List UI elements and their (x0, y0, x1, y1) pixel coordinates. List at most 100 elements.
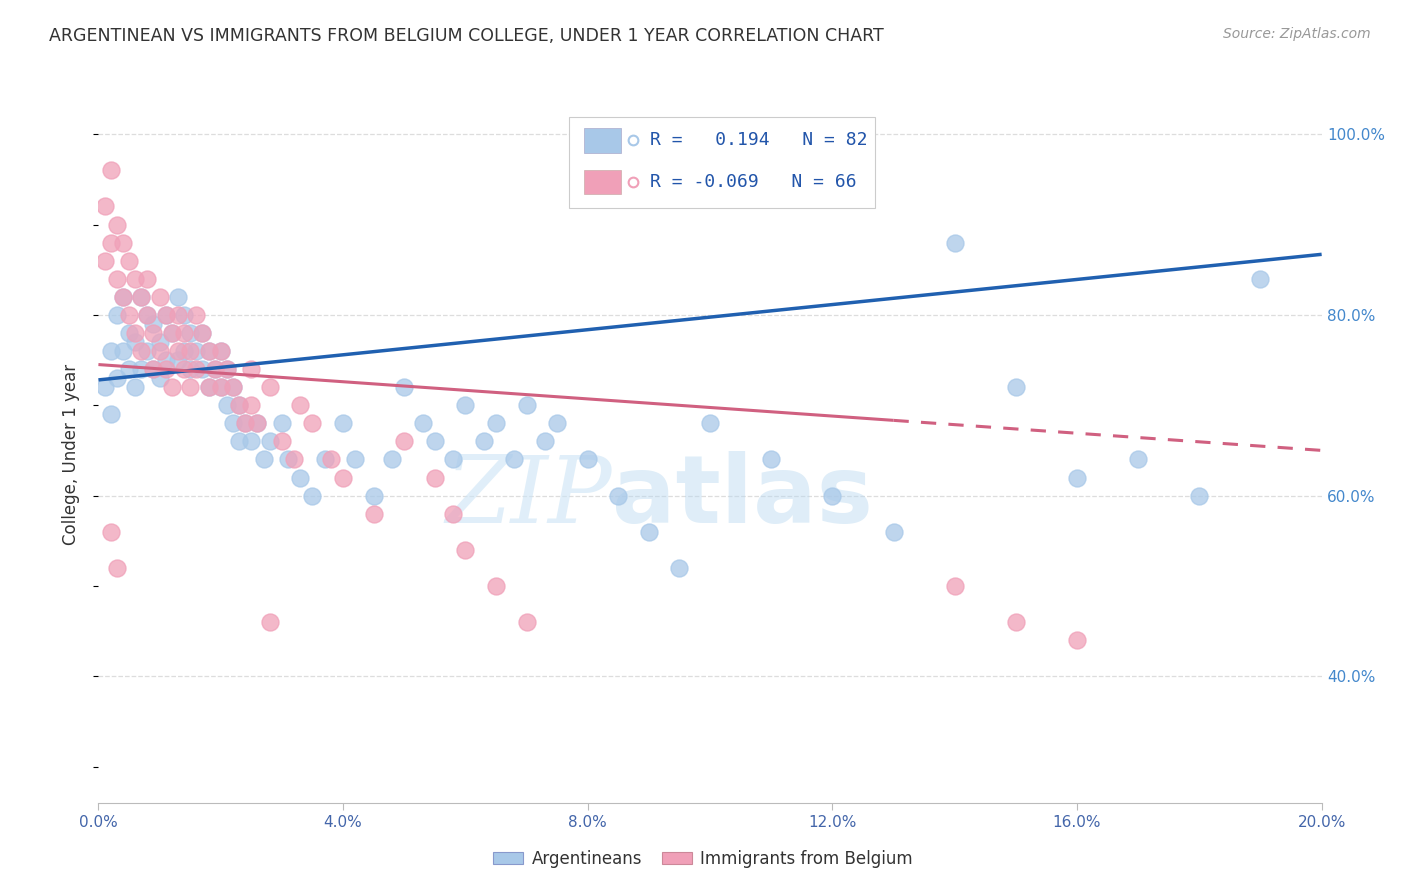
Point (222, 380, 245, 394)
Point (344, 452, 367, 467)
Point (240, 434, 263, 449)
Point (167, 344, 190, 359)
Point (160, 326, 183, 340)
Point (240, 398, 263, 412)
Point (209, 344, 232, 359)
Point (1249, 271, 1271, 285)
Point (155, 362, 177, 376)
Point (155, 353, 177, 368)
Point (637, 524, 661, 539)
Point (319, 452, 342, 467)
Point (100, 344, 122, 359)
Point (149, 344, 172, 359)
Point (423, 434, 446, 449)
Point (111, 290, 134, 304)
Point (363, 507, 385, 521)
Point (1128, 452, 1150, 467)
Point (1066, 470, 1088, 484)
Point (332, 417, 354, 431)
Point (215, 362, 238, 376)
Point (1004, 380, 1026, 394)
Point (105, 218, 128, 232)
Point (142, 326, 165, 340)
Point (759, 452, 782, 467)
Point (252, 452, 274, 467)
Point (111, 290, 134, 304)
Point (179, 344, 201, 359)
Point (259, 380, 281, 394)
Point (105, 271, 128, 285)
Point (136, 308, 159, 322)
Point (441, 507, 464, 521)
Point (246, 417, 269, 431)
Point (240, 362, 263, 376)
Point (290, 470, 312, 484)
Point (607, 489, 630, 503)
Text: Source: ZipAtlas.com: Source: ZipAtlas.com (1223, 27, 1371, 41)
Point (179, 380, 201, 394)
Point (100, 524, 122, 539)
Point (472, 434, 495, 449)
Point (363, 489, 385, 503)
Point (100, 163, 122, 178)
Point (155, 308, 177, 322)
Point (215, 398, 238, 412)
Point (381, 452, 404, 467)
Point (129, 344, 152, 359)
Point (228, 434, 250, 449)
Point (943, 235, 966, 250)
Text: ZIP: ZIP (446, 451, 612, 541)
Point (314, 452, 336, 467)
Point (534, 434, 557, 449)
Point (197, 344, 219, 359)
Point (228, 398, 250, 412)
Point (160, 380, 183, 394)
Point (516, 398, 538, 412)
Point (118, 308, 141, 322)
Point (173, 344, 195, 359)
Point (118, 253, 141, 268)
Point (191, 362, 214, 376)
Point (111, 235, 134, 250)
Point (155, 308, 177, 322)
Point (167, 353, 190, 368)
Legend: Argentineans, Immigrants from Belgium: Argentineans, Immigrants from Belgium (486, 844, 920, 875)
Point (149, 290, 172, 304)
Point (332, 470, 354, 484)
Point (1004, 615, 1026, 629)
Text: R =   0.194   N = 82: R = 0.194 N = 82 (650, 131, 868, 150)
Point (412, 417, 434, 431)
Point (283, 452, 305, 467)
Point (392, 380, 416, 394)
Point (124, 271, 146, 285)
FancyBboxPatch shape (569, 118, 875, 208)
Point (277, 452, 299, 467)
Text: atlas: atlas (612, 450, 873, 542)
Point (105, 371, 128, 385)
Point (124, 334, 146, 349)
Point (197, 344, 219, 359)
Point (100, 407, 122, 421)
Point (209, 380, 232, 394)
Point (301, 417, 323, 431)
Point (111, 344, 134, 359)
Point (93, 253, 115, 268)
Point (454, 542, 477, 557)
Point (191, 326, 214, 340)
Point (93, 380, 115, 394)
Point (215, 362, 238, 376)
Point (136, 271, 159, 285)
Point (179, 362, 201, 376)
Point (197, 380, 219, 394)
Point (259, 615, 281, 629)
Point (105, 308, 128, 322)
Point (1066, 633, 1088, 648)
Point (454, 398, 477, 412)
Point (167, 290, 190, 304)
Point (173, 326, 195, 340)
Point (222, 417, 245, 431)
Point (233, 417, 256, 431)
Point (392, 434, 416, 449)
Y-axis label: College, Under 1 year: College, Under 1 year (62, 364, 80, 546)
Point (204, 362, 226, 376)
